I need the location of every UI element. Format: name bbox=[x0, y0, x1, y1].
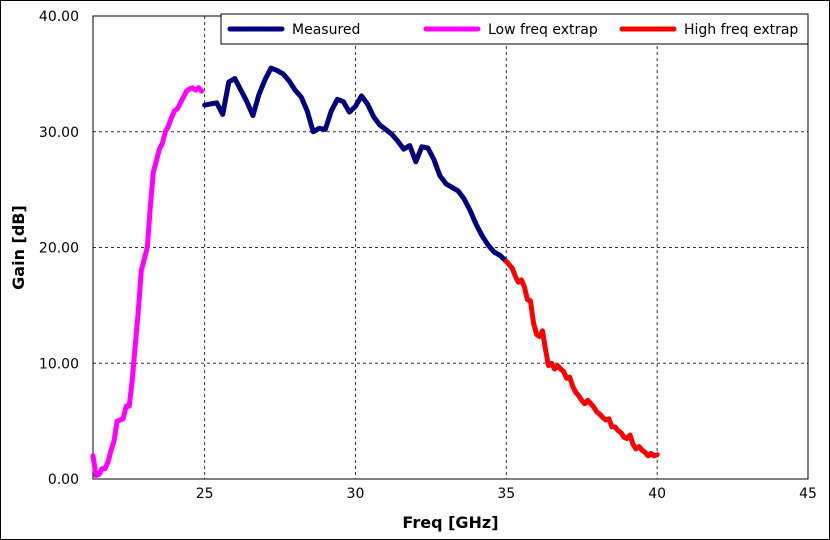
y-tick-label: 30.00 bbox=[39, 125, 79, 141]
legend-label-measured: Measured bbox=[292, 22, 360, 38]
series-layer bbox=[90, 65, 660, 478]
x-axis-label: Freq [GHz] bbox=[402, 513, 498, 532]
legend-label-low-freq: Low freq extrap bbox=[488, 22, 598, 38]
series-line-low-freq-extrap bbox=[90, 85, 205, 478]
y-tick-label: 20.00 bbox=[39, 241, 79, 257]
series-line-high-freq-extrap bbox=[503, 258, 660, 459]
x-tick-label: 40 bbox=[648, 486, 666, 502]
legend-label-high-freq: High freq extrap bbox=[684, 22, 798, 38]
series-line-measured bbox=[202, 65, 509, 264]
x-tick-label: 30 bbox=[347, 486, 365, 502]
grid bbox=[93, 15, 809, 480]
x-tick-label: 45 bbox=[799, 486, 817, 502]
tick-labels: 25 30 35 40 45 0.00 10.00 20.00 30.00 40.00 bbox=[39, 9, 817, 502]
y-tick-label: 0.00 bbox=[48, 472, 79, 488]
legend: Measured Low freq extrap High freq extra… bbox=[220, 13, 809, 45]
x-tick-label: 25 bbox=[196, 486, 214, 502]
y-axis-label: Gain [dB] bbox=[9, 205, 28, 290]
y-tick-label: 10.00 bbox=[39, 356, 79, 372]
x-tick-label: 35 bbox=[497, 486, 515, 502]
y-tick-label: 40.00 bbox=[39, 9, 79, 25]
legend-box bbox=[220, 13, 809, 45]
